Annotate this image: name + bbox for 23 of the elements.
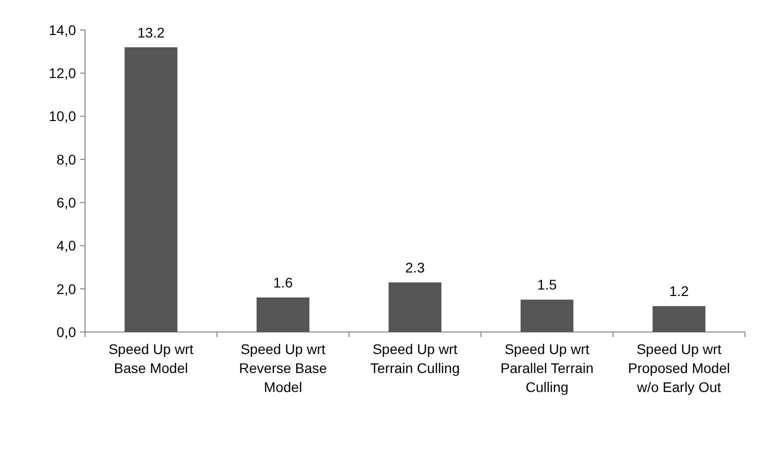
bar [256, 297, 310, 332]
bar [652, 306, 706, 332]
bar [520, 300, 574, 332]
x-tick-label: Speed Up wrt Base Model [108, 341, 194, 376]
y-tick-label: 10,0 [48, 108, 76, 124]
x-tick-label: Speed Up wrt Terrain Culling [370, 341, 460, 376]
y-tick-label: 6,0 [56, 194, 76, 210]
x-tick-label: Speed Up wrt Parallel Terrain Culling [500, 341, 594, 395]
y-tick-label: 8,0 [56, 151, 76, 168]
y-tick-label: 0,0 [56, 324, 76, 340]
data-label: 2.3 [405, 259, 425, 276]
bar [124, 47, 178, 332]
x-tick-label: Speed Up wrt Reverse Base Model [239, 341, 328, 395]
data-label: 13.2 [137, 24, 165, 40]
y-tick-label: 12,0 [48, 65, 76, 82]
y-tick-label: 4,0 [56, 238, 76, 254]
data-label: 1.6 [273, 274, 293, 290]
y-tick-label: 14,0 [48, 22, 76, 38]
bar [388, 282, 442, 332]
data-label: 1.5 [537, 276, 557, 293]
data-label: 1.2 [669, 283, 689, 300]
x-tick-label: Speed Up wrt Proposed Model w/o Early Out [628, 341, 730, 395]
y-tick-label: 2,0 [56, 280, 76, 297]
